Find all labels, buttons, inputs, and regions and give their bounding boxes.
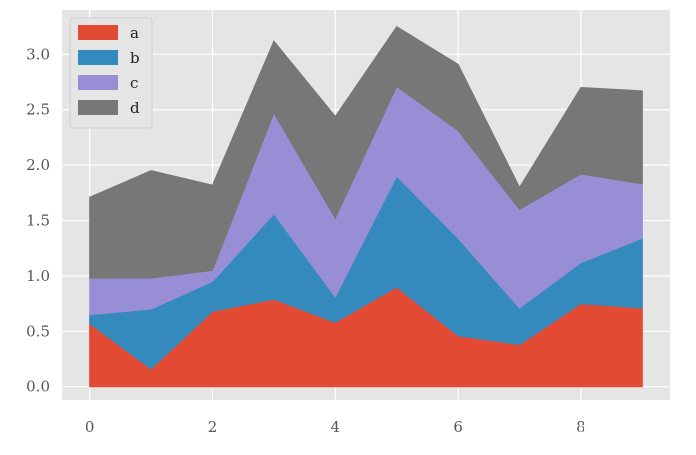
x-tick-label: 8 [576, 418, 586, 436]
y-tick-label: 0.5 [26, 322, 50, 340]
legend-label-d: d [130, 99, 140, 117]
legend-swatch-b [78, 50, 118, 65]
area-series-d [89, 25, 643, 279]
y-tick-label: 0.0 [26, 378, 50, 396]
area-series [89, 25, 643, 388]
x-tick-labels: 0 2 4 6 8 [85, 418, 586, 436]
legend-swatch-d [78, 100, 118, 115]
legend-label-c: c [130, 74, 138, 92]
y-tick-label: 2.0 [26, 156, 50, 174]
legend-label-b: b [130, 49, 140, 67]
y-tick-label: 1.5 [26, 212, 50, 230]
watermark-line-1: @稀土掘金技术社区 [552, 420, 669, 436]
y-tick-label: 1.0 [26, 267, 50, 285]
y-tick-label: 2.5 [26, 101, 50, 119]
legend-label-a: a [130, 24, 139, 42]
y-tick-label: 3.0 [26, 45, 50, 63]
watermark-line-2: CSDN @fanstuck [574, 436, 684, 451]
x-tick-label: 4 [331, 418, 341, 436]
y-tick-labels: 0.0 0.5 1.0 1.5 2.0 2.5 3.0 [26, 45, 50, 395]
x-tick-label: 6 [453, 418, 463, 436]
legend-swatch-c [78, 75, 118, 90]
x-tick-label: 0 [85, 418, 95, 436]
legend-swatch-a [78, 25, 118, 40]
x-tick-label: 2 [208, 418, 218, 436]
watermark: @稀土掘金技术社区 CSDN @fanstuck [552, 420, 684, 451]
